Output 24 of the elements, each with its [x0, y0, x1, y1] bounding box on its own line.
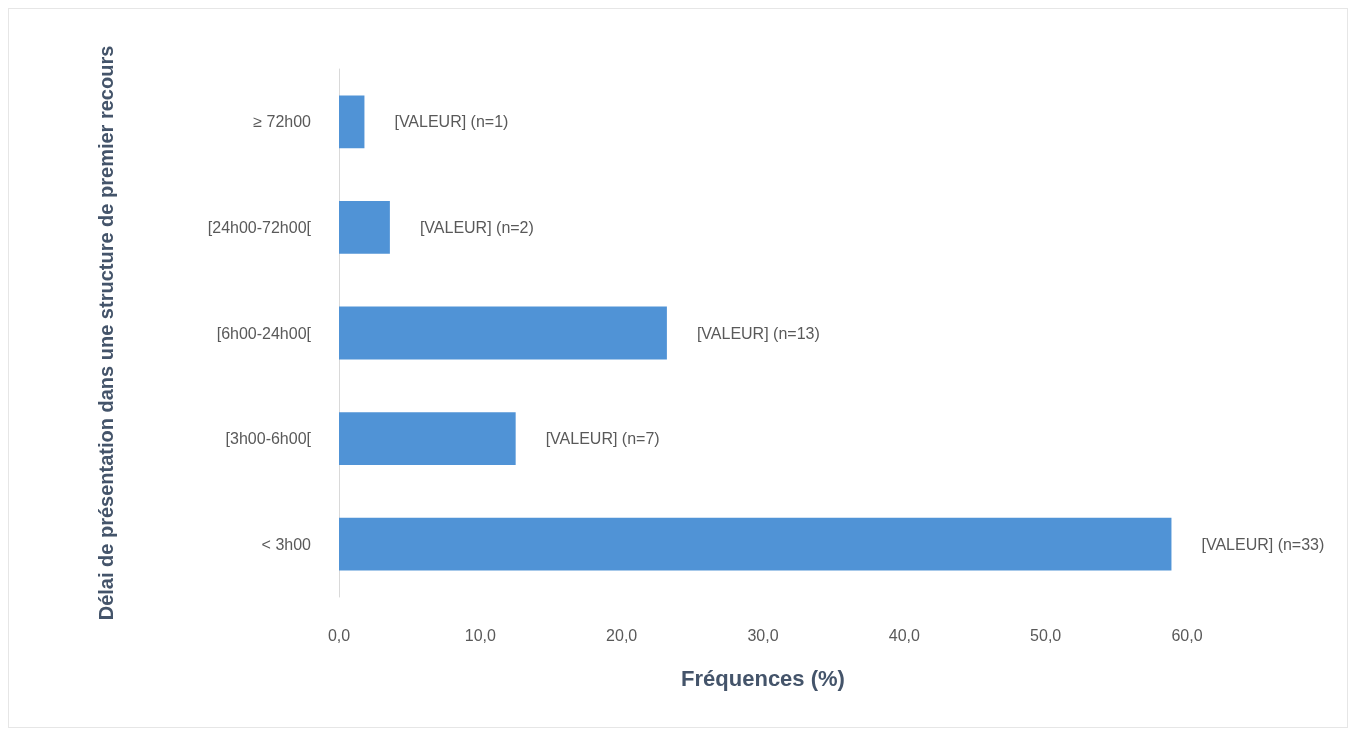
y-axis-title: Délai de présentation dans une structure de premier recours: [95, 45, 117, 621]
y-tick-label: [6h00-24h00[: [216, 324, 312, 342]
y-tick-label: [3h00-6h00[: [225, 430, 312, 448]
bar: [339, 517, 1172, 571]
x-tick-label: 60,0: [1171, 626, 1203, 644]
x-tick-label: 40,0: [888, 626, 921, 644]
x-tick-label: 0,0: [327, 626, 351, 644]
x-tick-label: 10,0: [464, 626, 497, 644]
annotation: [VALEUR] (n=33): [1201, 535, 1325, 553]
annotation: [VALEUR] (n=7): [545, 430, 660, 448]
bar: [339, 95, 365, 149]
x-tick-label: 30,0: [747, 626, 779, 644]
x-tick-label: 20,0: [606, 626, 638, 644]
x-tick-label: 50,0: [1030, 626, 1062, 644]
y-tick-label: < 3h00: [261, 535, 312, 553]
annotation: [VALEUR] (n=1): [394, 113, 509, 131]
y-tick-label: ≥ 72h00: [253, 113, 312, 131]
annotation: [VALEUR] (n=13): [696, 324, 820, 342]
bar: [339, 201, 390, 254]
y-tick-label: [24h00-72h00[: [207, 218, 312, 236]
annotation: [VALEUR] (n=2): [419, 218, 534, 236]
bar: [339, 412, 516, 465]
bar: [339, 306, 667, 360]
x-axis-title: Fréquences (%): [681, 665, 845, 691]
